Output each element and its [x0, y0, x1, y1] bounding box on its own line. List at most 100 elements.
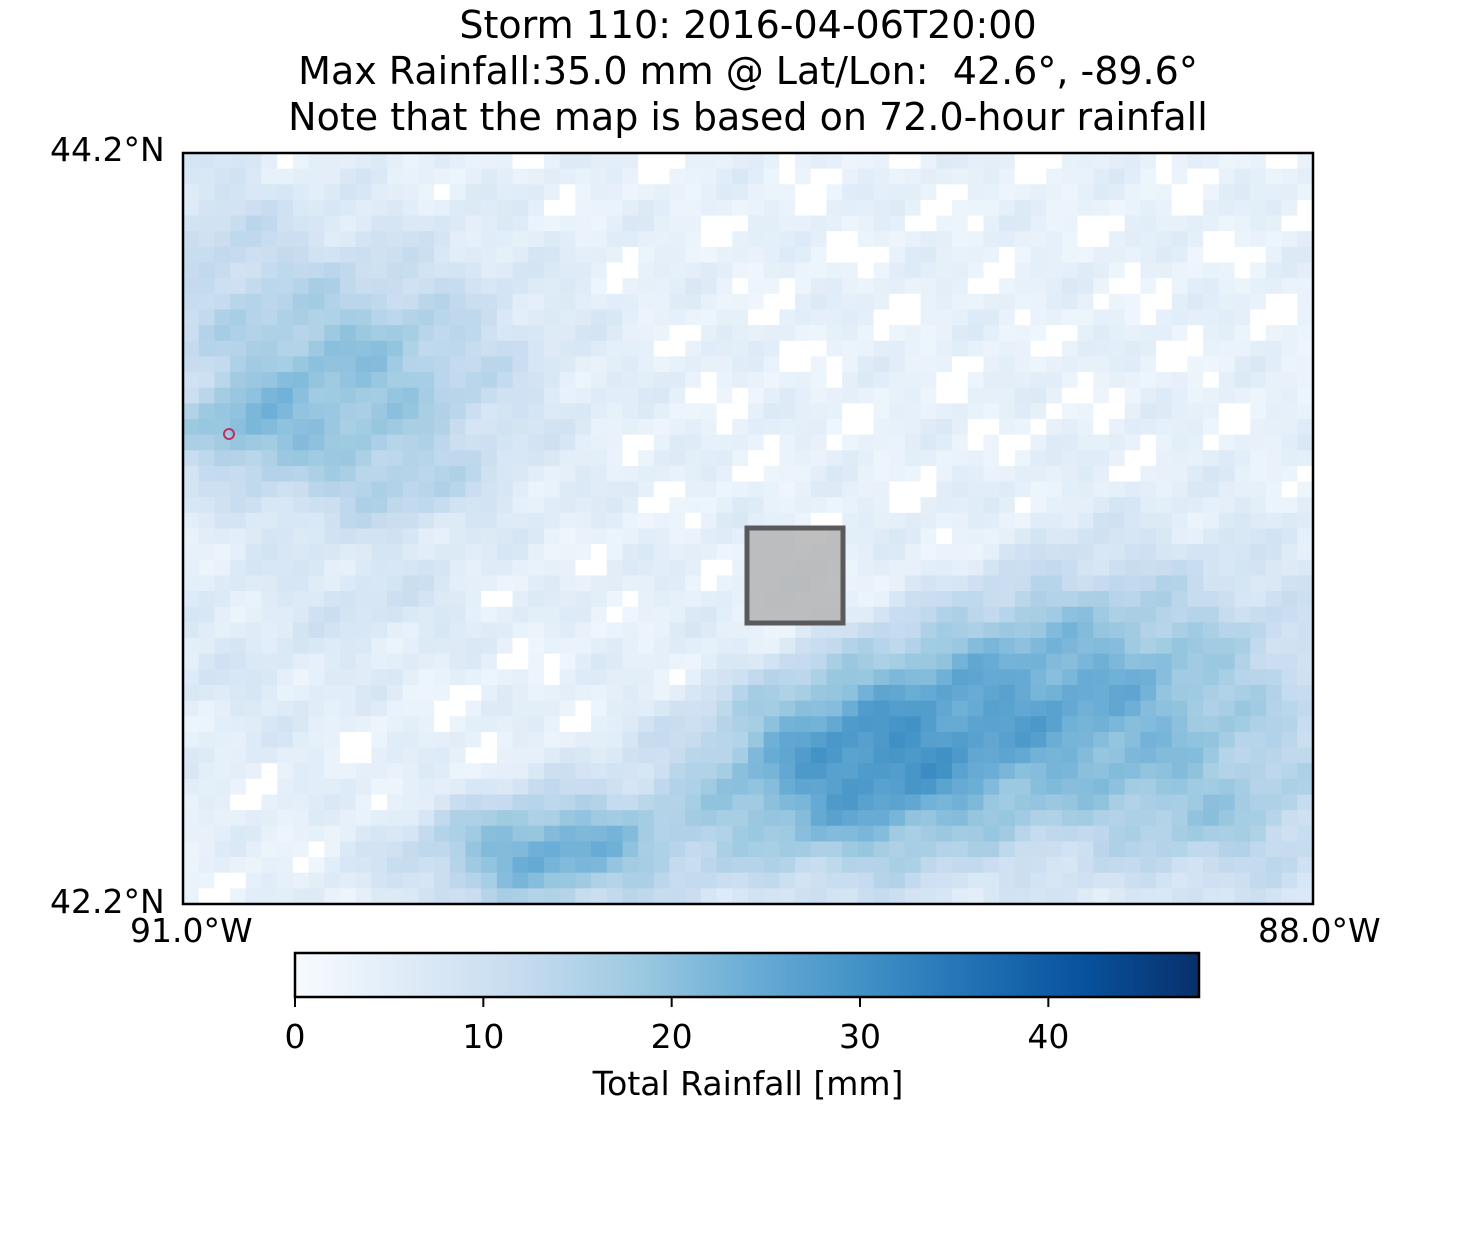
rain-cell	[826, 215, 843, 232]
rain-cell	[1061, 622, 1079, 639]
rain-cell	[308, 763, 325, 780]
rain-cell	[716, 356, 733, 373]
rain-cell	[669, 372, 686, 389]
rain-cell	[1218, 293, 1236, 311]
rain-cell	[622, 591, 639, 608]
rain-cell	[873, 716, 890, 733]
rain-cell	[308, 638, 325, 655]
rain-cell	[1046, 622, 1063, 639]
rain-cell	[716, 184, 733, 201]
rain-cell	[983, 794, 1000, 811]
rain-cell	[983, 825, 1000, 843]
rain-cell	[952, 215, 969, 232]
rain-cell	[198, 340, 215, 357]
rain-cell	[685, 372, 702, 389]
rain-cell	[1093, 512, 1110, 530]
rain-cell	[810, 669, 828, 686]
rain-cell	[857, 825, 875, 843]
rain-cell	[1140, 497, 1157, 514]
rain-cell	[1140, 340, 1157, 357]
rain-cell	[936, 293, 953, 311]
rain-cell	[230, 403, 247, 420]
rain-cell	[1061, 215, 1079, 232]
rain-cell	[685, 731, 702, 749]
rain-cell	[810, 622, 828, 639]
rain-cell	[952, 575, 969, 592]
rain-cell	[685, 778, 702, 796]
rain-cell	[528, 199, 545, 217]
rain-cell	[371, 293, 388, 311]
rain-cell	[873, 387, 890, 404]
rain-cell	[339, 528, 357, 545]
rain-cell	[952, 857, 969, 874]
rain-cell	[449, 278, 467, 295]
rain-cell	[700, 278, 718, 295]
rain-cell	[1218, 544, 1236, 561]
rain-cell	[967, 309, 985, 326]
rain-cell	[591, 434, 608, 451]
rain-cell	[434, 403, 451, 420]
rain-cell	[1234, 622, 1251, 639]
rain-cell	[999, 450, 1016, 467]
rain-cell	[1124, 387, 1141, 404]
rain-cell	[967, 653, 985, 670]
rain-cell	[1297, 512, 1313, 530]
rain-cell	[826, 872, 843, 889]
rain-cell	[292, 153, 310, 170]
rain-cell	[1171, 497, 1189, 514]
rain-cell	[638, 372, 655, 389]
rain-cell	[669, 653, 686, 670]
rain-cell	[920, 418, 937, 436]
rain-cell	[1077, 684, 1094, 702]
rain-cell	[732, 747, 749, 764]
rain-cell	[857, 278, 875, 295]
title-line-2: Max Rainfall:35.0 mm @ Lat/Lon: 42.6°, -…	[298, 49, 1198, 93]
rain-cell	[622, 418, 639, 436]
rain-cell	[889, 669, 906, 686]
rain-cell	[418, 841, 435, 858]
rain-cell	[1061, 825, 1079, 843]
rain-cell	[496, 262, 514, 279]
rain-cell	[763, 231, 780, 248]
rain-cell	[559, 841, 576, 858]
rain-cell	[999, 857, 1016, 874]
rain-cell	[826, 387, 843, 404]
rain-cell	[716, 434, 733, 451]
rain-cell	[292, 669, 310, 686]
rain-cell	[418, 199, 435, 217]
rain-cell	[1030, 872, 1047, 889]
rain-cell	[1108, 778, 1126, 796]
rain-cell	[1030, 340, 1047, 357]
rain-cell	[465, 669, 482, 686]
rain-cell	[795, 638, 812, 655]
rain-cell	[685, 857, 702, 874]
rain-cell	[355, 747, 372, 764]
rain-cell	[795, 418, 812, 436]
rain-cell	[952, 450, 969, 467]
rain-cell	[967, 340, 985, 357]
rain-cell	[936, 669, 953, 686]
rain-cell	[763, 825, 780, 843]
rain-cell	[1218, 872, 1236, 889]
rain-cell	[496, 184, 514, 201]
rain-cell	[1014, 387, 1032, 404]
rain-cell	[528, 700, 545, 717]
rain-cell	[653, 403, 671, 420]
rain-cell	[952, 684, 969, 702]
rain-cell	[1108, 559, 1126, 577]
rain-cell	[214, 622, 231, 639]
rain-cell	[1061, 184, 1079, 201]
rain-cell	[575, 199, 592, 217]
rain-cell	[842, 747, 859, 764]
rain-cell	[496, 325, 514, 342]
rain-cell	[1046, 168, 1063, 185]
rain-cell	[638, 778, 655, 796]
rain-cell	[1140, 747, 1157, 764]
rain-cell	[559, 293, 576, 311]
rain-cell	[512, 434, 529, 451]
rain-cell	[999, 372, 1016, 389]
rain-cell	[1203, 731, 1220, 749]
rain-cell	[1014, 497, 1032, 514]
rain-cell	[1093, 168, 1110, 185]
rain-cell	[685, 669, 702, 686]
